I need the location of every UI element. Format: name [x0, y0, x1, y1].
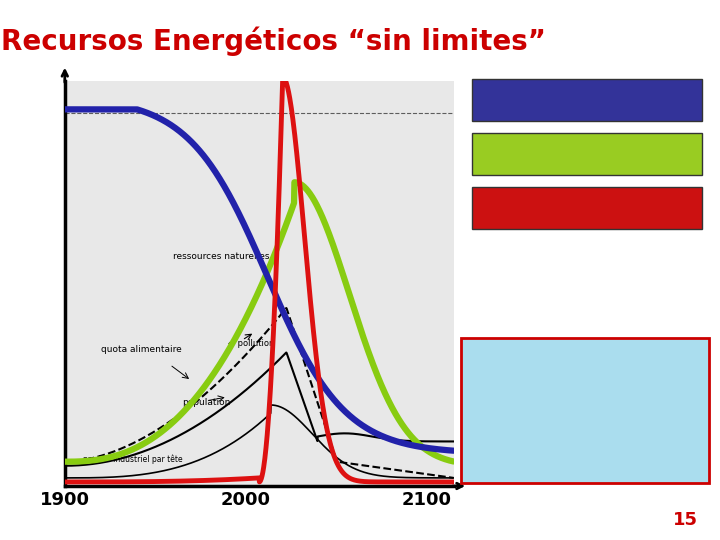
Text: produit industriel par tête: produit industriel par tête	[83, 454, 182, 464]
Text: ← pollution: ← pollution	[228, 339, 274, 348]
Text: quota alimentaire: quota alimentaire	[101, 346, 181, 354]
Text: Recursos Energéticos “sin limites”: Recursos Energéticos “sin limites”	[1, 27, 546, 57]
Text: ressources naturelles: ressources naturelles	[174, 252, 270, 261]
Text: Población: Población	[550, 147, 624, 160]
Text: Prod. Agri. ↓: Prod. Agri. ↓	[525, 436, 645, 455]
Text: population: population	[182, 398, 230, 407]
Text: Recursos naturales: Recursos naturales	[515, 93, 659, 106]
Text: Contaminación: Contaminación	[531, 201, 642, 214]
Text: Contaminación: Contaminación	[516, 373, 654, 392]
Text: ↓: ↓	[578, 404, 592, 422]
Text: 15: 15	[673, 511, 698, 529]
